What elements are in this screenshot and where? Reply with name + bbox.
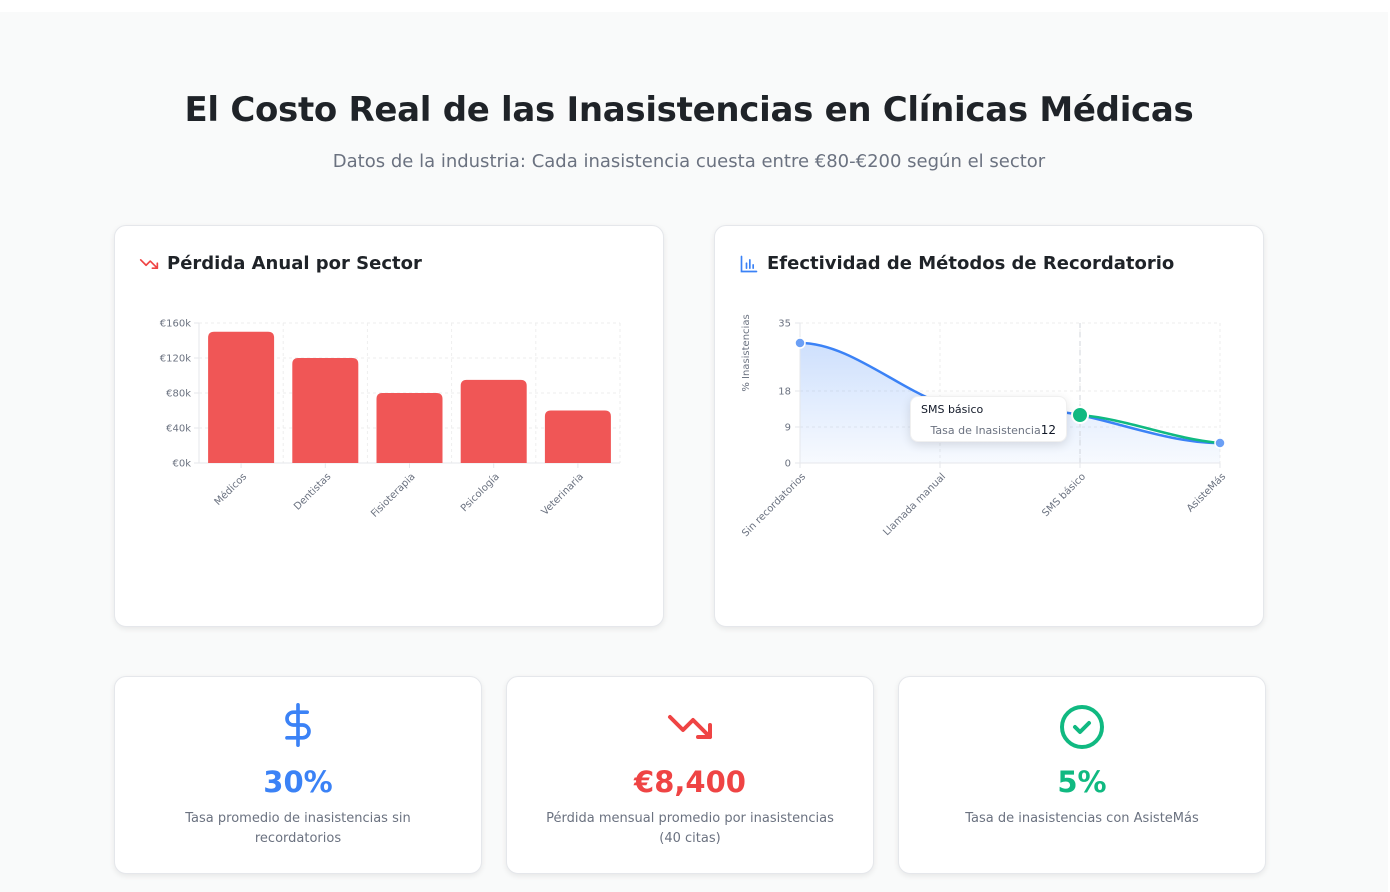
y-tick-label: €120k bbox=[160, 354, 191, 365]
reminder-methods-title: Efectividad de Métodos de Recordatorio bbox=[739, 253, 1174, 274]
bar-chart-icon bbox=[740, 255, 758, 272]
tooltip-title: SMS básico bbox=[921, 403, 984, 416]
y-tick-label: €160k bbox=[160, 319, 191, 330]
tooltip-value: 12 bbox=[1040, 423, 1056, 437]
bar[interactable] bbox=[460, 379, 527, 463]
stat-label: Tasa promedio de inasistencias sin recor… bbox=[185, 811, 411, 846]
x-tick-label: Veterinaria bbox=[540, 471, 586, 517]
bar[interactable] bbox=[208, 331, 275, 463]
active-point[interactable] bbox=[1071, 406, 1089, 424]
bar-chart: €0k €40k €80k €120k €160k Médicos Dentistas Fis… bbox=[160, 319, 621, 520]
trending-down-icon bbox=[139, 258, 159, 269]
card-title-text: Efectividad de Métodos de Recordatorio bbox=[767, 253, 1175, 274]
stat-value: €8,400 bbox=[634, 765, 746, 799]
x-tick-label: Sin recordatorios bbox=[740, 471, 808, 539]
x-tick-label: Dentistas bbox=[292, 471, 333, 512]
stat-label: Tasa de inasistencias con AsisteMás bbox=[965, 811, 1199, 826]
stat-value: 5% bbox=[1057, 765, 1107, 799]
stat-label: Pérdida mensual promedio por inasistenci… bbox=[546, 811, 834, 846]
tooltip-label: Tasa de Inasistencia bbox=[930, 424, 1041, 437]
y-tick-label: €80k bbox=[166, 389, 191, 400]
y-axis-label: % Inasistencias bbox=[741, 314, 752, 391]
area-fill bbox=[800, 343, 1220, 463]
y-tick-label: €40k bbox=[166, 424, 191, 435]
page-title: El Costo Real de las Inasistencias en Cl… bbox=[184, 90, 1194, 130]
page-subtitle: Datos de la industria: Cada inasistencia… bbox=[332, 151, 1046, 172]
dollar-icon bbox=[285, 703, 311, 747]
active-segment bbox=[1079, 413, 1221, 445]
card-title-text: Pérdida Anual por Sector bbox=[167, 253, 422, 274]
x-tick-label: Fisioterapia bbox=[369, 471, 417, 519]
stat-value: 30% bbox=[263, 765, 333, 799]
tooltip-row: Tasa de Inasistencia12 bbox=[930, 423, 1056, 437]
trending-down-icon bbox=[668, 715, 712, 739]
stat-card-no-reminders: 30% Tasa promedio de inasistencias sin r… bbox=[114, 676, 482, 874]
y-tick-label: €0k bbox=[172, 459, 191, 470]
stat-card-monthly-loss: €8,400 Pérdida mensual promedio por inas… bbox=[506, 676, 874, 874]
y-tick-label: 18 bbox=[778, 387, 791, 398]
bar[interactable] bbox=[544, 410, 611, 464]
bar[interactable] bbox=[292, 358, 359, 463]
annual-loss-card: Pérdida Anual por Sector €0k €40k €80k €120… bbox=[114, 225, 664, 627]
data-point[interactable] bbox=[1214, 437, 1226, 449]
stat-card-asistemas: 5% Tasa de inasistencias con AsisteMás bbox=[898, 676, 1266, 874]
x-tick-label: AsisteMás bbox=[1184, 471, 1228, 515]
chart-tooltip: SMS básico Tasa de Inasistencia12 bbox=[910, 396, 1067, 442]
x-tick-label: Psicología bbox=[458, 471, 502, 515]
x-tick-label: Llamada manual bbox=[881, 471, 948, 538]
annual-loss-title: Pérdida Anual por Sector bbox=[139, 253, 422, 274]
y-tick-label: 9 bbox=[785, 423, 791, 434]
bar[interactable] bbox=[376, 393, 443, 463]
x-tick-label: SMS básico bbox=[1040, 471, 1089, 520]
y-tick-label: 35 bbox=[778, 319, 791, 330]
x-tick-label: Médicos bbox=[212, 471, 249, 508]
data-point[interactable] bbox=[794, 337, 806, 349]
check-circle-icon bbox=[1060, 705, 1104, 749]
y-tick-label: 0 bbox=[785, 459, 791, 470]
